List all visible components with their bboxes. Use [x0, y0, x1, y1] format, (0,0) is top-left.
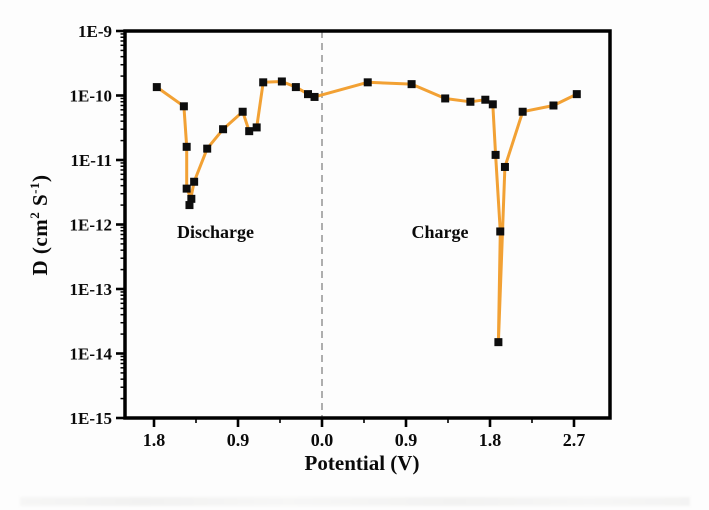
- data-point-marker: [549, 101, 558, 110]
- y-axis-title-supneg1: -1: [27, 182, 42, 194]
- data-point-marker: [481, 95, 490, 104]
- data-point-marker: [500, 162, 509, 171]
- data-point-marker: [259, 78, 268, 87]
- data-point-marker: [179, 102, 188, 111]
- y-axis-title: D (cm2 S-1): [27, 55, 57, 395]
- data-point-marker: [407, 80, 416, 89]
- data-point-marker: [304, 90, 313, 99]
- charge-region-label: Charge: [411, 222, 469, 242]
- data-point-marker: [441, 94, 450, 103]
- data-point-marker: [203, 144, 212, 153]
- y-axis-title-prefix: D (cm: [28, 218, 52, 276]
- data-point-marker: [185, 201, 194, 210]
- x-tick-label: 0.9: [395, 430, 418, 450]
- data-line: [155, 80, 579, 344]
- data-point-marker: [488, 100, 497, 109]
- data-point-marker: [238, 107, 247, 116]
- y-axis-title-sup2: 2: [27, 211, 42, 219]
- data-point-marker: [572, 90, 581, 99]
- y-tick-label: 1E-11: [70, 151, 112, 170]
- x-tick-label: 1.8: [479, 430, 502, 450]
- x-tick-label: 0.0: [311, 430, 334, 450]
- y-axis-title-mid: S: [28, 193, 52, 212]
- x-tick-label: 2.7: [563, 430, 586, 450]
- data-point-marker: [363, 78, 372, 87]
- data-point-marker: [245, 127, 254, 136]
- data-point-marker: [182, 142, 191, 151]
- cropped-caption-artifact: [20, 497, 690, 506]
- data-point-marker: [496, 227, 505, 236]
- data-point-marker: [466, 97, 475, 106]
- data-point-marker: [190, 177, 199, 186]
- data-point-marker: [491, 150, 500, 159]
- data-point-marker: [277, 77, 286, 86]
- y-tick-label: 1E-9: [78, 22, 112, 41]
- data-point-marker: [187, 194, 196, 203]
- x-axis-title: Potential (V): [304, 451, 420, 475]
- y-tick-label: 1E-10: [70, 87, 113, 106]
- y-tick-label: 1E-13: [70, 280, 113, 299]
- x-tick-label: 1.8: [143, 430, 166, 450]
- data-point-marker: [518, 107, 527, 116]
- y-tick-label: 1E-15: [70, 409, 113, 428]
- data-point-marker: [291, 83, 300, 92]
- data-point-marker: [219, 125, 228, 134]
- data-point-marker: [152, 83, 161, 92]
- x-tick-label: 0.9: [227, 430, 250, 450]
- y-axis-title-suffix: ): [28, 174, 52, 183]
- data-point-marker: [252, 123, 261, 132]
- y-tick-label: 1E-14: [70, 345, 113, 364]
- y-tick-label: 1E-12: [70, 216, 113, 235]
- data-point-marker: [494, 338, 503, 347]
- discharge-region-label: Discharge: [177, 222, 254, 242]
- data-point-marker: [182, 184, 191, 193]
- data-point-marker: [310, 92, 319, 101]
